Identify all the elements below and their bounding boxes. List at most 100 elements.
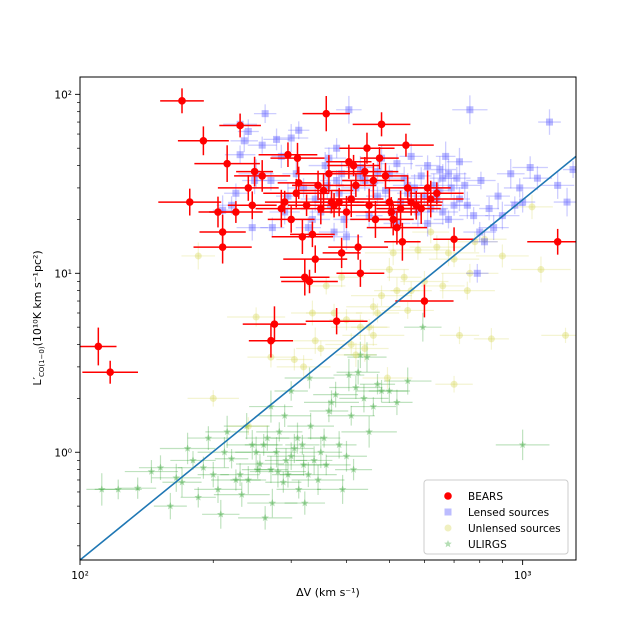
- legend-marker-ulirgs: [444, 540, 452, 548]
- legend-label-unlensed-sources: Unlensed sources: [468, 523, 561, 535]
- bears-point: [332, 317, 341, 325]
- ulirgs-point: [310, 456, 318, 464]
- lensed-sources-point: [461, 181, 469, 189]
- ulirgs-point: [204, 434, 213, 442]
- bears-point: [375, 154, 384, 162]
- lensed-sources-point: [420, 192, 428, 200]
- lensed-sources-point: [516, 184, 524, 192]
- bears-point: [317, 204, 325, 213]
- ulirgs-point: [194, 493, 203, 501]
- ulirgs-point: [156, 463, 165, 471]
- lensed-sources-point: [240, 137, 248, 145]
- ulirgs-point: [147, 467, 156, 475]
- unlensed-sources-point: [427, 228, 435, 236]
- ulirgs-point: [267, 402, 275, 410]
- bears-point: [389, 215, 397, 224]
- ulirgs-point: [267, 465, 275, 473]
- ulirgs-point: [331, 390, 340, 398]
- unlensed-sources-point: [361, 345, 369, 353]
- ulirgs-point: [298, 440, 307, 449]
- lensed-sources-point: [490, 224, 498, 232]
- bears-point: [325, 169, 333, 178]
- unlensed-sources-point: [300, 363, 308, 371]
- bears-point: [236, 121, 244, 130]
- lensed-sources-point: [463, 201, 471, 209]
- unlensed-sources-point: [342, 316, 350, 324]
- lensed-sources-point: [321, 162, 329, 170]
- ulirgs-point: [363, 353, 371, 361]
- lensed-sources-point: [563, 198, 571, 206]
- lensed-sources-point: [342, 233, 350, 241]
- series-bears: [80, 88, 576, 384]
- lensed-sources-point: [268, 224, 276, 232]
- unlensed-sources-point: [393, 287, 401, 295]
- lensed-sources-point: [545, 118, 553, 126]
- ulirgs-point: [280, 411, 289, 419]
- ulirgs-point: [342, 452, 351, 460]
- lensed-sources-point: [248, 224, 256, 232]
- relation-line: [80, 155, 576, 560]
- ulirgs-point: [261, 513, 269, 522]
- bears-point: [319, 186, 328, 195]
- lensed-sources-point: [533, 174, 541, 182]
- unlensed-sources-point: [404, 306, 412, 314]
- ulirgs-point: [293, 434, 302, 442]
- ulirgs-point: [403, 377, 412, 385]
- x-axis-label: ΔV (km s⁻¹): [296, 586, 360, 599]
- ulirgs-point: [300, 499, 309, 507]
- legend-entry-unlensed-sources: Unlensed sources: [444, 523, 561, 535]
- ulirgs-point: [268, 499, 277, 507]
- lensed-sources-point: [436, 166, 444, 174]
- bears-point: [553, 237, 562, 246]
- lensed-sources-point: [439, 208, 447, 216]
- unlensed-sources-point: [308, 309, 316, 317]
- lensed-sources-point: [442, 152, 450, 160]
- x-tick-label: 10²: [71, 570, 89, 582]
- ticks-layer: 10² 10³ 10⁰ 10¹ 10²: [54, 89, 531, 582]
- legend-label-ulirgs: ULIRGS: [468, 539, 507, 551]
- ulirgs-point: [214, 485, 222, 493]
- bears-point: [423, 184, 432, 192]
- ulirgs-point: [284, 470, 292, 478]
- lensed-sources-point: [439, 174, 447, 182]
- y-tick-label: 10¹: [54, 268, 72, 280]
- lensed-sources-point: [333, 144, 341, 152]
- bears-point: [302, 201, 311, 210]
- axes-frame: [79, 76, 577, 561]
- bears-point: [248, 201, 257, 210]
- ulirgs-point: [189, 456, 197, 464]
- lensed-sources-point: [450, 201, 458, 209]
- lensed-sources-point: [424, 162, 432, 170]
- ulirgs-point: [314, 475, 322, 484]
- lensed-sources-point: [526, 164, 534, 172]
- bears-point: [287, 215, 295, 224]
- ulirgs-point: [166, 502, 175, 510]
- ulirgs-point: [290, 444, 299, 452]
- ulirgs-point: [242, 422, 251, 430]
- lensed-sources-point: [373, 192, 381, 200]
- unlensed-sources-point: [455, 331, 463, 339]
- ulirgs-point: [275, 427, 284, 436]
- ulirgs-point: [369, 402, 378, 410]
- ulirgs-point: [114, 485, 123, 493]
- bears-point: [277, 204, 286, 213]
- ulirgs-point: [220, 448, 229, 456]
- lensed-sources-point: [345, 106, 353, 114]
- bears-point: [352, 181, 360, 190]
- unlensed-sources-point: [322, 282, 330, 290]
- unlensed-sources-point: [439, 282, 447, 290]
- legend-marker-unlensed-sources: [444, 524, 452, 532]
- ulirgs-point: [248, 440, 257, 449]
- ulirgs-point: [237, 490, 246, 498]
- unlensed-sources-point: [389, 249, 397, 257]
- legend-entry-ulirgs: ULIRGS: [444, 539, 507, 551]
- bears-point: [354, 243, 362, 251]
- lensed-sources-point: [470, 212, 478, 220]
- lensed-sources-point: [385, 170, 393, 178]
- series-unlensed-sources: [181, 194, 576, 436]
- legend: BEARS Lensed sources Unlensed sources ULIRG…: [423, 479, 569, 555]
- legend-entries: BEARS Lensed sources Unlensed sources ULIRG…: [444, 491, 561, 551]
- bears-point: [223, 159, 231, 168]
- lensed-sources-point: [444, 215, 452, 223]
- lensed-sources-point: [333, 177, 341, 185]
